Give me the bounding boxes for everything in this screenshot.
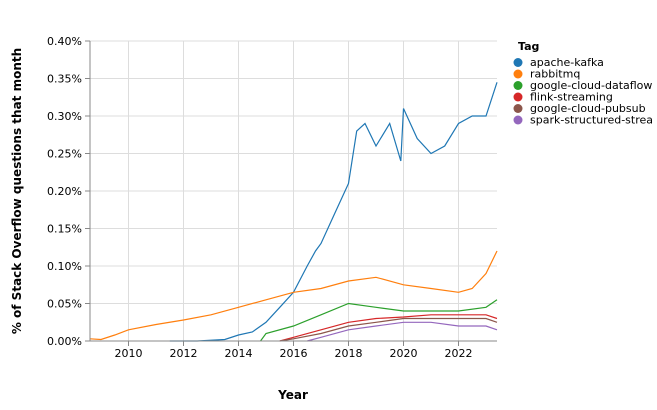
y-tick-label: 0.10% [47, 260, 82, 273]
y-tick-label: 0.20% [47, 185, 82, 198]
axes: 0.00% 0.05% 0.10% 0.15% 0.20% 0.25% 0.30% 0.35%… [47, 35, 497, 360]
y-tick-label: 0.35% [47, 73, 82, 86]
y-tick-label: 0.15% [47, 223, 82, 236]
legend-swatch-apache-kafka [513, 58, 523, 67]
grid [90, 40, 497, 342]
y-tick-label: 0.25% [47, 148, 82, 161]
x-tick-label: 2016 [280, 347, 308, 360]
y-tick-label: 0.00% [47, 335, 82, 348]
y-tick-label: 0.05% [47, 298, 82, 311]
series-layer [89, 82, 498, 342]
legend-swatch-google-cloud-pubsub [513, 104, 523, 113]
x-axis-title: Year [277, 388, 308, 402]
legend-title: Tag [518, 40, 539, 53]
legend-swatch-flink-streaming [513, 92, 523, 102]
legend-swatch-rabbitmq [513, 69, 523, 79]
legend-swatch-spark-structured-streaming [513, 115, 523, 125]
legend-label-apache-kafka: apache-kafka [530, 56, 604, 69]
y-tick-label: 0.30% [47, 110, 82, 123]
series-line-spark-structured-streaming [307, 321, 498, 342]
legend-label-google-cloud-pubsub: google-cloud-pubsub [530, 102, 646, 115]
legend-label-google-cloud-dataflow: google-cloud-dataflow [530, 79, 652, 92]
x-tick-label: 2014 [225, 347, 253, 360]
legend-swatch-google-cloud-dataflow [513, 81, 523, 90]
series-line-google-cloud-pubsub [279, 317, 498, 342]
legend-label-spark-structured-streaming: spark-structured-strea [530, 114, 653, 127]
x-tick-label: 2018 [335, 347, 363, 360]
series-line-apache-kafka [169, 82, 498, 342]
series-line-google-cloud-dataflow [260, 299, 498, 342]
series-line-flink-streaming [279, 314, 498, 342]
y-axis-title: % of Stack Overflow questions that month [10, 48, 24, 334]
x-tick-label: 2010 [115, 347, 143, 360]
legend-label-rabbitmq: rabbitmq [530, 68, 580, 81]
x-tick-label: 2012 [170, 347, 198, 360]
legend-label-flink-streaming: flink-streaming [530, 91, 613, 104]
legend: Tag apache-kafkarabbitmqgoogle-cloud-dat… [513, 40, 653, 127]
x-tick-label: 2022 [445, 347, 473, 360]
x-tick-label: 2020 [390, 347, 418, 360]
series-line-rabbitmq [89, 250, 498, 341]
y-tick-label: 0.40% [47, 35, 82, 48]
